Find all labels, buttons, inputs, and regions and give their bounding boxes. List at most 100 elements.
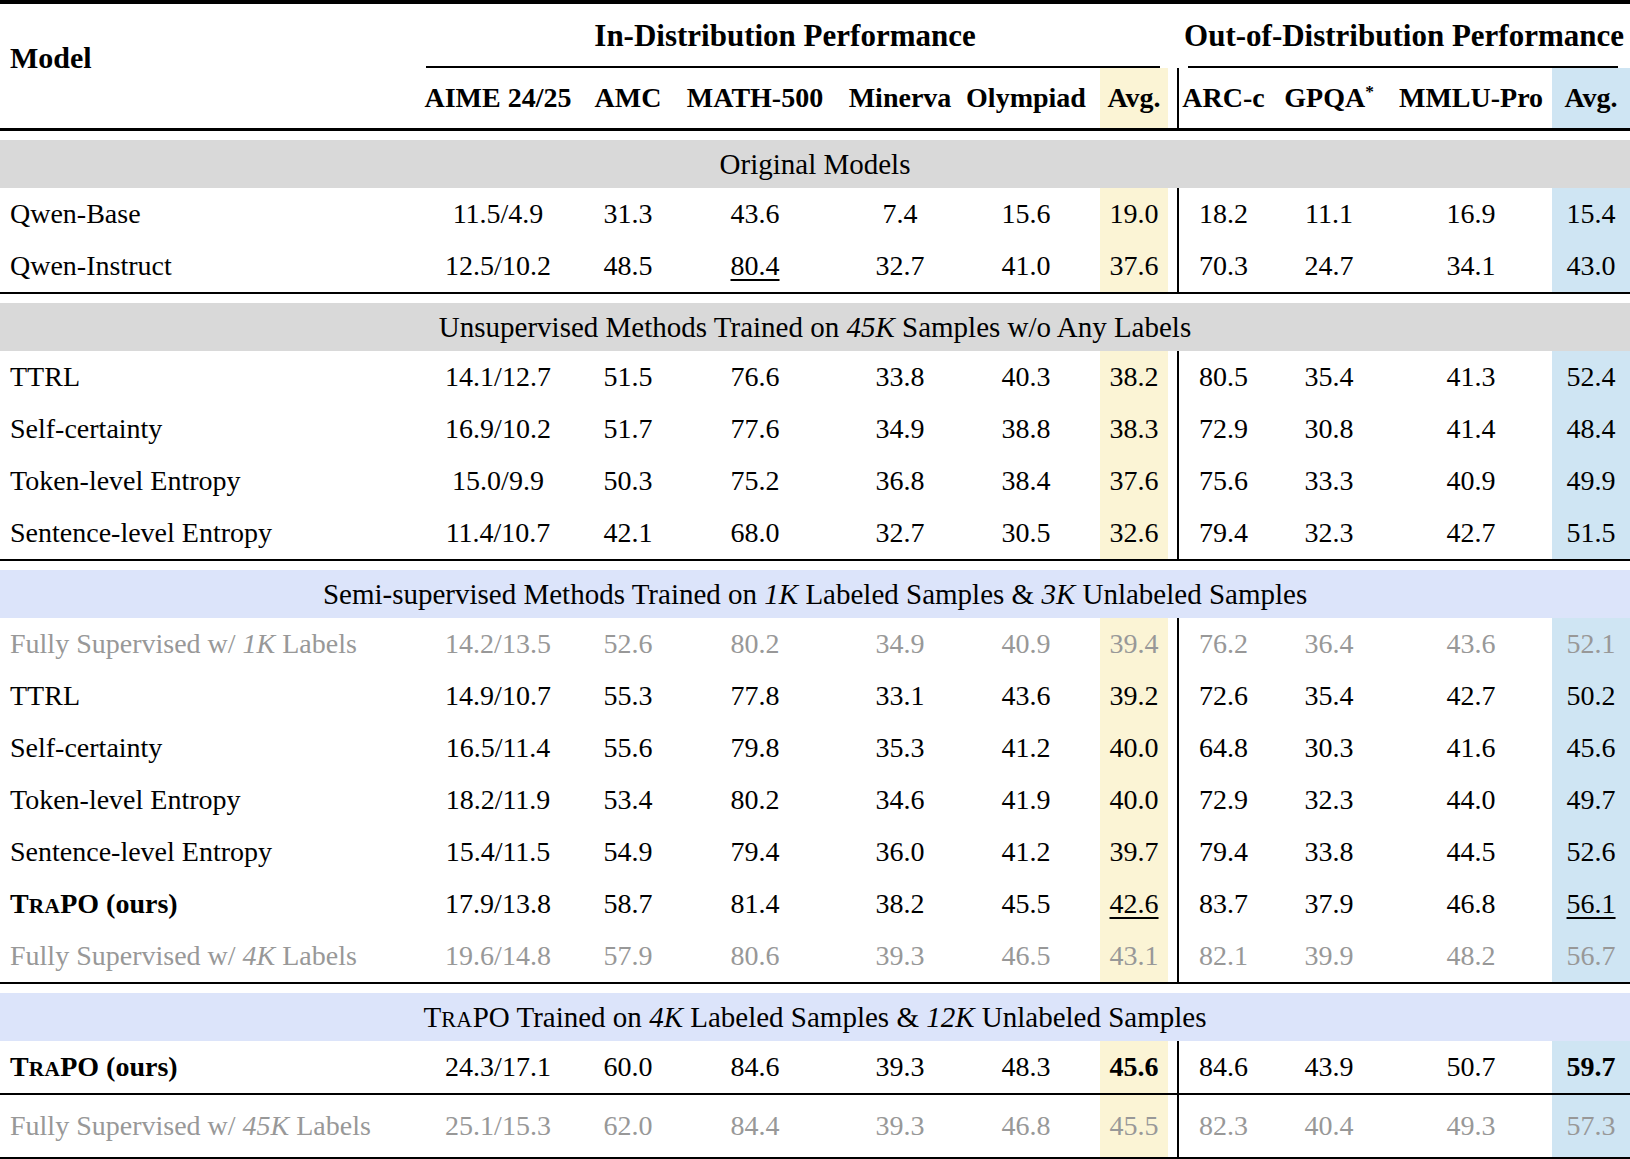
value-cell: 33.3 — [1268, 455, 1390, 507]
value-cell: 72.9 — [1178, 774, 1268, 826]
value-cell: 40.4 — [1268, 1094, 1390, 1159]
value-cell: 48.5 — [594, 240, 662, 293]
value-cell: 35.4 — [1268, 351, 1390, 403]
value-cell: 62.0 — [594, 1094, 662, 1159]
value-cell: 42.6 — [1100, 878, 1168, 930]
value-cell: 56.1 — [1552, 878, 1630, 930]
value-cell: 50.7 — [1390, 1041, 1552, 1094]
value-cell: 33.8 — [1268, 826, 1390, 878]
model-name-cell: Fully Supervised w/ 1K Labels — [0, 618, 402, 670]
value-cell: 77.8 — [662, 670, 848, 722]
value-cell: 24.7 — [1268, 240, 1390, 293]
value-cell: 43.1 — [1100, 930, 1168, 983]
value-cell: 82.3 — [1178, 1094, 1268, 1159]
value-cell: 50.2 — [1552, 670, 1630, 722]
value-cell: 41.2 — [952, 826, 1100, 878]
value-cell: 38.2 — [848, 878, 952, 930]
table-row: TraPO (ours)24.3/17.160.084.639.348.345.… — [0, 1041, 1630, 1094]
value-cell: 34.9 — [848, 403, 952, 455]
column-header-mmlu-pro: MMLU-Pro — [1390, 68, 1552, 130]
value-cell: 57.3 — [1552, 1094, 1630, 1159]
in-distribution-group-header: In-Distribution Performance — [402, 2, 1168, 68]
value-cell: 79.4 — [1178, 826, 1268, 878]
value-cell: 79.4 — [662, 826, 848, 878]
table-row: Fully Supervised w/ 4K Labels19.6/14.857… — [0, 930, 1630, 983]
value-cell: 55.6 — [594, 722, 662, 774]
value-cell: 15.4 — [1552, 188, 1630, 240]
value-cell: 17.9/13.8 — [402, 878, 594, 930]
column-divider — [1168, 507, 1178, 560]
value-cell: 49.9 — [1552, 455, 1630, 507]
value-cell: 43.6 — [1390, 618, 1552, 670]
model-name-cell: Token-level Entropy — [0, 774, 402, 826]
value-cell: 70.3 — [1178, 240, 1268, 293]
value-cell: 35.3 — [848, 722, 952, 774]
value-cell: 52.1 — [1552, 618, 1630, 670]
section-title: Original Models — [0, 140, 1630, 188]
table-header: Model In-Distribution Performance Out-of… — [0, 2, 1630, 130]
value-cell: 46.8 — [952, 1094, 1100, 1159]
value-cell: 84.4 — [662, 1094, 848, 1159]
column-divider — [1168, 68, 1178, 130]
value-cell: 43.6 — [952, 670, 1100, 722]
value-cell: 59.7 — [1552, 1041, 1630, 1094]
value-cell: 24.3/17.1 — [402, 1041, 594, 1094]
value-cell: 36.4 — [1268, 618, 1390, 670]
value-cell: 80.4 — [662, 240, 848, 293]
value-cell: 39.2 — [1100, 670, 1168, 722]
table-row: Qwen-Instruct12.5/10.248.580.432.741.037… — [0, 240, 1630, 293]
column-divider — [1168, 351, 1178, 403]
value-cell: 75.2 — [662, 455, 848, 507]
table-row: Sentence-level Entropy15.4/11.554.979.43… — [0, 826, 1630, 878]
value-cell: 18.2 — [1178, 188, 1268, 240]
column-divider — [1168, 930, 1178, 983]
value-cell: 19.6/14.8 — [402, 930, 594, 983]
value-cell: 60.0 — [594, 1041, 662, 1094]
value-cell: 42.1 — [594, 507, 662, 560]
value-cell: 18.2/11.9 — [402, 774, 594, 826]
value-cell: 45.5 — [1100, 1094, 1168, 1159]
value-cell: 48.4 — [1552, 403, 1630, 455]
value-cell: 39.3 — [848, 1041, 952, 1094]
value-cell: 34.6 — [848, 774, 952, 826]
value-cell: 68.0 — [662, 507, 848, 560]
value-cell: 38.2 — [1100, 351, 1168, 403]
model-name-cell: Self-certainty — [0, 722, 402, 774]
value-cell: 12.5/10.2 — [402, 240, 594, 293]
column-header-minerva: Minerva — [848, 68, 952, 130]
model-name-cell: Fully Supervised w/ 45K Labels — [0, 1094, 402, 1159]
value-cell: 39.3 — [848, 1094, 952, 1159]
column-header-avg-out: Avg. — [1552, 68, 1630, 130]
value-cell: 14.2/13.5 — [402, 618, 594, 670]
column-divider — [1168, 878, 1178, 930]
value-cell: 44.0 — [1390, 774, 1552, 826]
value-cell: 72.9 — [1178, 403, 1268, 455]
column-divider — [1168, 670, 1178, 722]
value-cell: 57.9 — [594, 930, 662, 983]
value-cell: 72.6 — [1178, 670, 1268, 722]
column-divider — [1168, 1041, 1178, 1094]
value-cell: 52.6 — [594, 618, 662, 670]
value-cell: 54.9 — [594, 826, 662, 878]
value-cell: 36.8 — [848, 455, 952, 507]
model-name-cell: Token-level Entropy — [0, 455, 402, 507]
value-cell: 75.6 — [1178, 455, 1268, 507]
value-cell: 15.6 — [952, 188, 1100, 240]
value-cell: 41.9 — [952, 774, 1100, 826]
value-cell: 14.1/12.7 — [402, 351, 594, 403]
column-divider — [1168, 455, 1178, 507]
value-cell: 79.8 — [662, 722, 848, 774]
table-row: TTRL14.9/10.755.377.833.143.639.272.635.… — [0, 670, 1630, 722]
value-cell: 32.3 — [1268, 774, 1390, 826]
value-cell: 45.6 — [1552, 722, 1630, 774]
value-cell: 40.0 — [1100, 722, 1168, 774]
value-cell: 11.4/10.7 — [402, 507, 594, 560]
value-cell: 50.3 — [594, 455, 662, 507]
table-row: Qwen-Base11.5/4.931.343.67.415.619.018.2… — [0, 188, 1630, 240]
model-column-header: Model — [0, 2, 402, 130]
value-cell: 43.0 — [1552, 240, 1630, 293]
value-cell: 41.6 — [1390, 722, 1552, 774]
value-cell: 31.3 — [594, 188, 662, 240]
value-cell: 41.2 — [952, 722, 1100, 774]
value-cell: 16.9 — [1390, 188, 1552, 240]
